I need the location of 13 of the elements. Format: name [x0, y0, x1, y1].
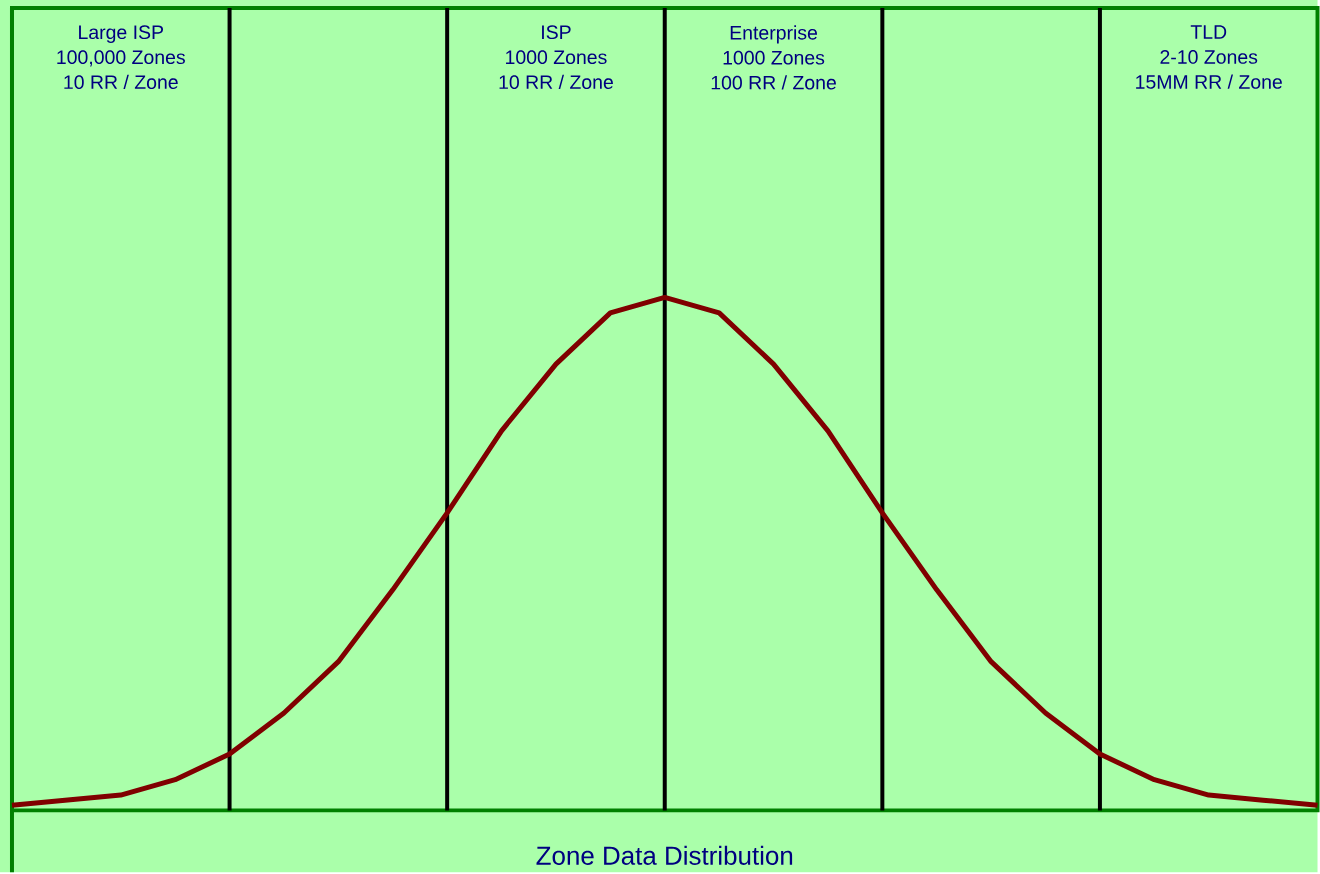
text: TLD	[1190, 25, 1227, 39]
text: 1000 Zones	[723, 50, 825, 65]
text: 15MM RR / Zone	[1136, 74, 1282, 89]
text: ISP	[542, 25, 571, 39]
text: 100 RR / Zone	[711, 75, 836, 90]
text: Enterprise	[730, 25, 818, 44]
text: 100,000 Zones	[57, 50, 185, 67]
text: Large ISP	[79, 25, 164, 43]
text: 10 RR / Zone	[64, 74, 178, 89]
x-axis-title: Zone Data Distribution	[536, 845, 793, 865]
text: 2-10 Zones	[1160, 49, 1258, 64]
text: 10 RR / Zone	[499, 74, 613, 89]
text: 1000 Zones	[506, 50, 607, 64]
